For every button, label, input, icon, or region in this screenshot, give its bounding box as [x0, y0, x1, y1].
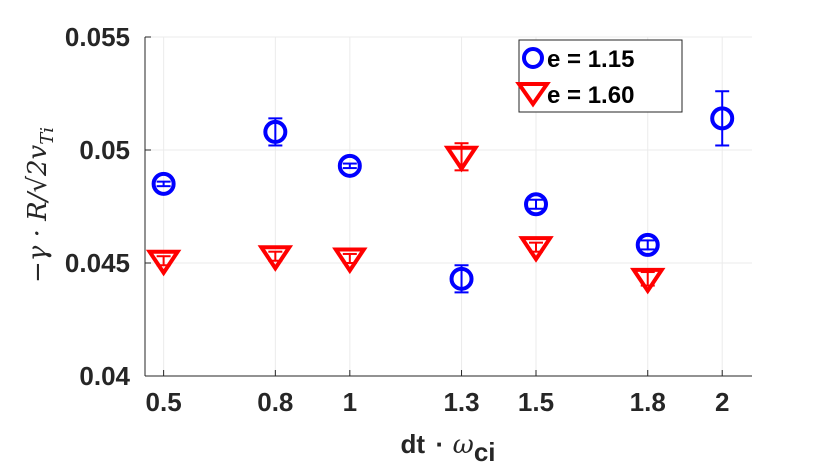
data-points [145, 90, 735, 295]
legend-marker-triangle [515, 82, 551, 108]
data-point-triangle [332, 247, 368, 275]
data-point-circle [337, 153, 362, 178]
y-tick-label: 0.05 [79, 135, 130, 165]
x-tick-label: 1.5 [518, 387, 554, 417]
x-tick-label: 1.3 [443, 387, 479, 417]
x-axis-label-omega: ω [453, 430, 474, 460]
x-axis-label-dt: dt [400, 429, 425, 459]
data-point-circle [263, 119, 288, 144]
legend: e = 1.15 e = 1.60 [515, 39, 683, 113]
data-point-circle [635, 232, 660, 257]
data-point-triangle [145, 249, 182, 277]
y-axis-label-subscript: Ti [37, 127, 58, 145]
series-1 [151, 90, 735, 294]
x-tick-label: 0.5 [146, 387, 182, 417]
data-point-circle [710, 106, 735, 131]
data-point-triangle [518, 236, 554, 263]
x-axis-label-dot: · [435, 429, 444, 459]
y-tick-label: 0.045 [65, 248, 130, 278]
legend-entry-e-1-15: e = 1.15 [522, 46, 634, 73]
data-point-circle [449, 266, 474, 291]
axes [144, 36, 752, 377]
y-tick-label: 0.055 [65, 22, 130, 52]
x-tick-label: 0.8 [257, 387, 293, 417]
data-point-triangle [257, 245, 294, 272]
tick-labels: 0.5 0.8 1 1.3 1.5 1.8 2 0.04 0.045 0.05 0.055 [65, 22, 730, 417]
x-tick-label: 2 [715, 387, 729, 417]
legend-entry-e-1-60: e = 1.60 [515, 82, 634, 109]
x-axis-label-subscript: ci [474, 437, 496, 467]
legend-label-e-1-60: e = 1.60 [547, 82, 634, 109]
legend-label-e-1-15: e = 1.15 [547, 46, 634, 73]
data-point-triangle [629, 267, 666, 295]
data-point-circle [524, 192, 549, 217]
legend-box [518, 39, 683, 113]
data-point-triangle [443, 145, 480, 173]
y-tick-label: 0.04 [79, 361, 130, 391]
x-tick-label: 1.8 [630, 387, 666, 417]
x-axis-label: dt · ωci [400, 429, 495, 467]
legend-marker-circle [522, 47, 544, 69]
y-axis-label: −γ · R/√2vTi [23, 127, 58, 283]
data-point-circle [151, 171, 176, 196]
x-tick-label: 1 [343, 387, 357, 417]
series-2 [145, 142, 666, 295]
